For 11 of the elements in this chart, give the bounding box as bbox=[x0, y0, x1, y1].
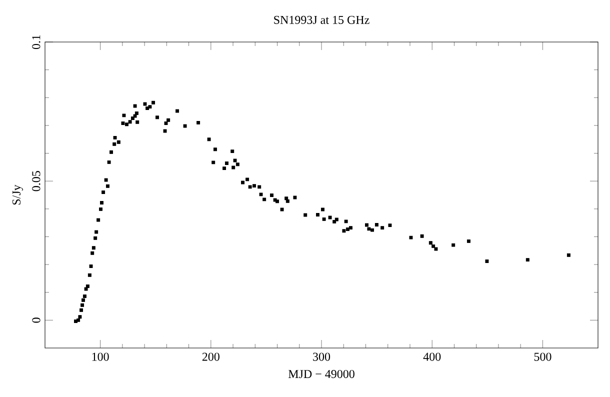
x-tick-label: 400 bbox=[423, 352, 441, 361]
x-axis-title: MJD − 49000 bbox=[288, 370, 354, 378]
y-axis-title: S/Jy bbox=[12, 184, 23, 205]
x-tick-label: 500 bbox=[534, 352, 552, 361]
x-tick-label: 300 bbox=[313, 352, 330, 361]
chart-title: SN1993J at 15 GHz bbox=[274, 16, 370, 24]
x-tick-label: 200 bbox=[202, 352, 220, 361]
y-tick-label: 0.1 bbox=[32, 35, 40, 50]
y-tick-label: 0.05 bbox=[32, 171, 40, 192]
y-tick-label: 0 bbox=[32, 318, 40, 323]
x-tick-label: 100 bbox=[92, 352, 109, 361]
